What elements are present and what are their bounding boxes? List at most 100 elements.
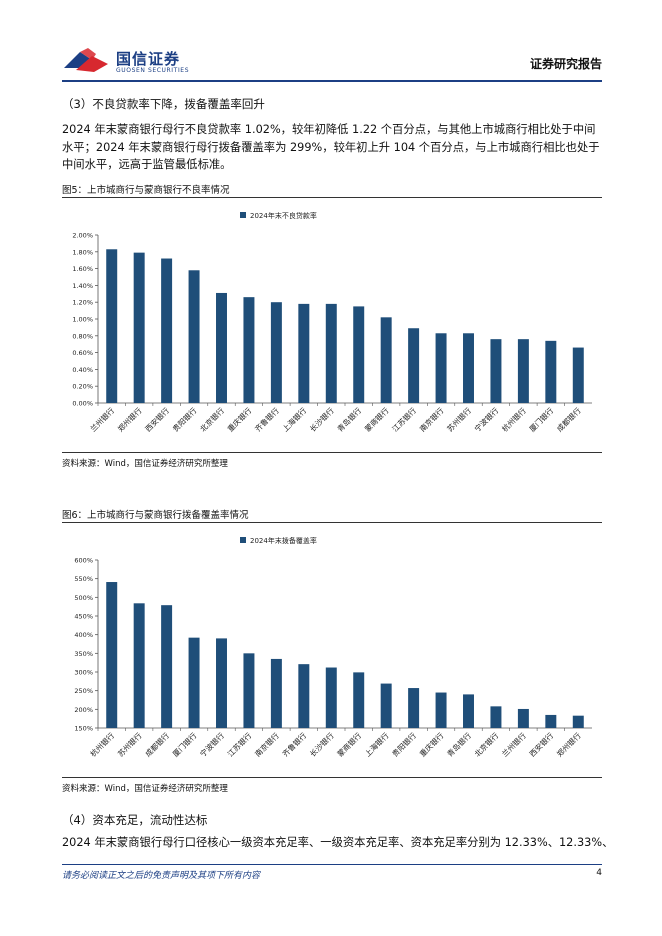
brand-logo: 国信证券 GUOSEN SECURITIES — [62, 44, 192, 78]
bar — [380, 683, 392, 728]
figure5-bottom-rule — [62, 452, 602, 453]
page-number: 4 — [596, 868, 602, 878]
y-tick-label: 0.80% — [72, 332, 93, 340]
section-heading-npl: （3）不良贷款率下降，拨备覆盖率回升 — [62, 97, 265, 111]
guosen-logo-icon — [64, 48, 108, 72]
footer-divider — [62, 864, 602, 865]
figure6-title: 图6：上市城商行与蒙商银行拨备覆盖率情况 — [62, 510, 249, 521]
bar — [161, 258, 173, 403]
bar — [133, 603, 145, 728]
y-tick-label: 400% — [74, 631, 93, 639]
x-tick-label: 宁波银行 — [472, 405, 501, 434]
y-tick-label: 350% — [74, 650, 93, 658]
bar — [106, 582, 118, 728]
y-tick-label: 150% — [74, 725, 93, 733]
x-tick-label: 齐鲁银行 — [280, 730, 309, 759]
x-tick-label: 郑州银行 — [554, 730, 583, 759]
x-tick-label: 成都银行 — [143, 730, 172, 759]
bar — [216, 638, 227, 728]
x-tick-label: 西安银行 — [143, 405, 172, 434]
bar — [380, 317, 392, 403]
bar — [408, 328, 420, 403]
provision-coverage-chart: 2024年末拨备覆盖率 150% 200% 250% 300% 350% 400% 450% 5… — [62, 525, 602, 775]
x-tick-label: 江苏银行 — [225, 730, 254, 759]
chart-svg: 2024年末不良贷款率 0.00% 0.20% 0.40% 0.60% 0.80% 1.00… — [72, 211, 592, 434]
bar — [463, 694, 474, 728]
x-tick-label: 北京银行 — [472, 730, 501, 759]
x-tick-label: 西安银行 — [527, 730, 556, 759]
y-tick-label: 1.00% — [72, 316, 93, 324]
bar — [216, 292, 227, 403]
bar — [133, 252, 145, 403]
x-tick-label: 齐鲁银行 — [253, 405, 282, 434]
bar — [545, 714, 557, 728]
bar — [408, 688, 420, 728]
bar — [353, 672, 365, 728]
report-type-label: 证券研究报告 — [529, 57, 602, 71]
x-tick-label: 蒙商银行 — [362, 405, 391, 434]
bar — [298, 303, 310, 403]
paragraph-line: 2024 年末蒙商银行母行口径核心一级资本充足率、一级资本充足率、资本充足率分别… — [62, 836, 614, 849]
section-heading-capital: （4）资本充足，流动性达标 — [62, 813, 208, 827]
bar — [270, 302, 282, 403]
brand-name-cn: 国信证券 — [116, 50, 181, 68]
legend-swatch — [240, 537, 246, 543]
x-tick-label: 苏州银行 — [445, 405, 474, 434]
x-tick-label: 北京银行 — [198, 405, 227, 434]
x-tick-label: 上海银行 — [280, 405, 309, 434]
x-tick-label: 贵阳银行 — [390, 730, 419, 759]
paragraph-npl: 2024 年末蒙商银行母行不良贷款率 1.02%，较年初降低 1.22 个百分点… — [62, 121, 602, 174]
x-tick-label: 重庆银行 — [417, 730, 446, 759]
y-tick-label: 450% — [74, 613, 93, 621]
x-tick-label: 南京银行 — [417, 405, 446, 434]
y-tick-label: 550% — [74, 575, 93, 583]
legend-label: 2024年末不良贷款率 — [250, 211, 317, 220]
bar — [517, 708, 529, 728]
bar — [325, 667, 337, 728]
y-tick-label: 0.20% — [72, 383, 93, 391]
bar — [161, 605, 173, 728]
figure6-top-rule — [62, 522, 602, 523]
x-tick-label: 厦门银行 — [170, 730, 199, 759]
figure5-top-rule — [62, 197, 602, 198]
bar — [243, 653, 255, 728]
y-tick-label: 1.80% — [72, 248, 93, 256]
x-tick-label: 江苏银行 — [390, 405, 419, 434]
x-tick-label: 重庆银行 — [225, 405, 254, 434]
paragraph-line: 2024 年末蒙商银行母行不良贷款率 1.02%，较年初降低 1.22 个百分点… — [62, 123, 596, 136]
x-tick-label: 兰州银行 — [88, 405, 117, 434]
y-tick-label: 0.00% — [72, 400, 93, 408]
bar — [517, 339, 529, 403]
x-tick-label: 杭州银行 — [88, 730, 117, 759]
bar — [490, 706, 502, 728]
bar — [353, 306, 365, 403]
figure5-source: 资料来源：Wind，国信证券经济研究所整理 — [62, 459, 228, 469]
bar — [325, 303, 337, 403]
y-tick-label: 2.00% — [72, 232, 93, 240]
npl-ratio-chart: 2024年末不良贷款率 0.00% 0.20% 0.40% 0.60% 0.80% 1.00… — [62, 200, 602, 450]
x-tick-label: 长沙银行 — [307, 405, 336, 434]
bar — [243, 297, 255, 403]
figure6-bottom-rule — [62, 777, 602, 778]
bar — [463, 333, 474, 403]
x-tick-label: 郑州银行 — [115, 405, 144, 434]
y-tick-label: 200% — [74, 706, 93, 714]
y-tick-label: 1.40% — [72, 282, 93, 290]
figure5-title: 图5：上市城商行与蒙商银行不良率情况 — [62, 185, 230, 196]
bar — [435, 692, 447, 728]
bar — [270, 658, 282, 728]
header-divider — [62, 80, 602, 82]
chart-legend: 2024年末不良贷款率 — [240, 211, 317, 220]
y-tick-label: 0.40% — [72, 366, 93, 374]
x-tick-label: 宁波银行 — [198, 730, 227, 759]
x-tick-label: 南京银行 — [253, 730, 282, 759]
y-tick-label: 1.20% — [72, 299, 93, 307]
x-tick-label: 兰州银行 — [500, 730, 529, 759]
x-tick-label: 成都银行 — [554, 405, 583, 434]
figure6-source: 资料来源：Wind，国信证券经济研究所整理 — [62, 784, 228, 794]
bar — [435, 333, 447, 403]
chart-legend: 2024年末拨备覆盖率 — [240, 536, 317, 545]
x-tick-label: 厦门银行 — [527, 405, 556, 434]
x-tick-label: 贵阳银行 — [170, 405, 199, 434]
x-tick-label: 上海银行 — [362, 730, 391, 759]
